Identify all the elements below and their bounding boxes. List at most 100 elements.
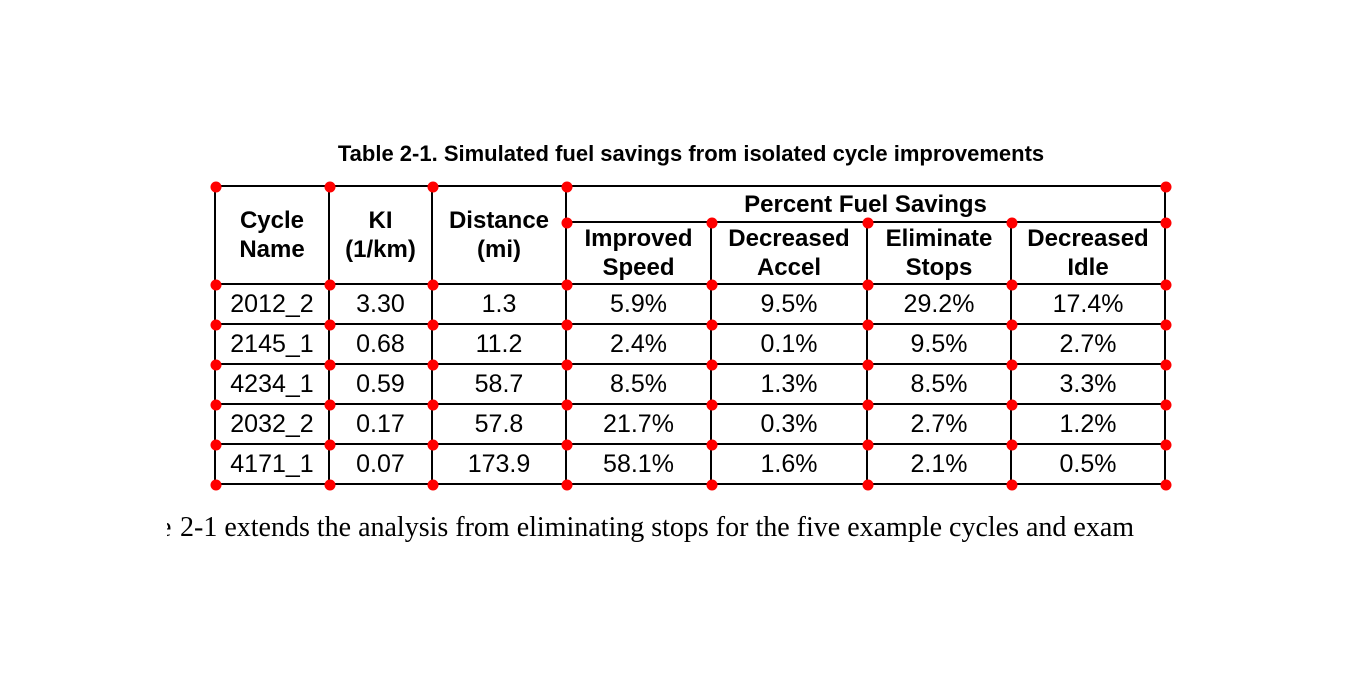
- corner-marker-dot: [210, 279, 222, 291]
- cell-ki: 0.07: [328, 443, 433, 485]
- corner-marker-dot: [862, 439, 874, 451]
- corner-marker-dot: [210, 479, 222, 491]
- corner-marker-dot: [1160, 359, 1172, 371]
- cell-improved-speed: 58.1%: [565, 443, 712, 485]
- fuel-savings-table: Cycle Name KI (1/km) Distance (mi) Perce…: [214, 185, 1167, 485]
- corner-marker-dot: [561, 399, 573, 411]
- corner-marker-dot: [210, 319, 222, 331]
- cell-improved-speed: 8.5%: [565, 363, 712, 405]
- table-row: 4234_1 0.59 58.7 8.5% 1.3% 8.5% 3.3%: [214, 363, 1167, 405]
- corner-marker-dot: [706, 359, 718, 371]
- cell-eliminate-stops: 8.5%: [866, 363, 1012, 405]
- corner-marker-dot: [706, 217, 718, 229]
- corner-marker-dot: [1006, 319, 1018, 331]
- corner-marker-dot: [324, 279, 336, 291]
- corner-marker-dot: [1006, 399, 1018, 411]
- corner-marker-dot: [561, 217, 573, 229]
- cell-decreased-accel: 1.3%: [710, 363, 868, 405]
- corner-marker-dot: [324, 399, 336, 411]
- corner-marker-dot: [706, 439, 718, 451]
- corner-marker-dot: [1006, 479, 1018, 491]
- corner-marker-dot: [324, 439, 336, 451]
- corner-marker-dot: [1006, 359, 1018, 371]
- cell-ki: 0.17: [328, 403, 433, 445]
- corner-marker-dot: [862, 399, 874, 411]
- header-decreased-accel: Decreased Accel: [710, 221, 868, 285]
- corner-marker-dot: [427, 439, 439, 451]
- corner-marker-dot: [427, 181, 439, 193]
- corner-marker-dot: [324, 479, 336, 491]
- corner-marker-dot: [561, 479, 573, 491]
- table-caption: Table 2-1. Simulated fuel savings from i…: [337, 141, 1045, 166]
- cell-decreased-idle: 2.7%: [1009, 323, 1167, 365]
- cell-ki: 0.68: [328, 323, 433, 365]
- corner-marker-dot: [324, 359, 336, 371]
- corner-marker-dot: [427, 399, 439, 411]
- cell-cycle-name: 4171_1: [214, 443, 330, 485]
- corner-marker-dot: [427, 479, 439, 491]
- cell-eliminate-stops: 2.1%: [866, 443, 1012, 485]
- header-ki: KI (1/km): [328, 185, 433, 285]
- header-decreased-idle: Decreased Idle: [1009, 221, 1167, 285]
- cell-improved-speed: 5.9%: [565, 283, 712, 325]
- cell-cycle-name: 2145_1: [214, 323, 330, 365]
- cell-distance: 173.9: [431, 443, 567, 485]
- corner-marker-dot: [427, 319, 439, 331]
- cell-cycle-name: 2012_2: [214, 283, 330, 325]
- corner-marker-dot: [1160, 217, 1172, 229]
- body-text: 2-1 extends the analysis from eliminatin…: [180, 512, 1135, 543]
- cell-improved-speed: 21.7%: [565, 403, 712, 445]
- cropped-letter-fragment: e: [167, 509, 173, 547]
- corner-marker-dot: [561, 439, 573, 451]
- cell-eliminate-stops: 9.5%: [866, 323, 1012, 365]
- body-paragraph: e2-1 extends the analysis from eliminati…: [167, 509, 1134, 547]
- corner-marker-dot: [561, 279, 573, 291]
- cell-ki: 3.30: [328, 283, 433, 325]
- table-row: 2012_2 3.30 1.3 5.9% 9.5% 29.2% 17.4%: [214, 283, 1167, 325]
- header-percent-fuel-savings: Percent Fuel Savings: [564, 185, 1167, 223]
- table-row: 4171_1 0.07 173.9 58.1% 1.6% 2.1% 0.5%: [214, 443, 1167, 485]
- corner-marker-dot: [1160, 279, 1172, 291]
- cell-decreased-idle: 17.4%: [1009, 283, 1167, 325]
- corner-marker-dot: [1160, 181, 1172, 193]
- corner-marker-dot: [210, 439, 222, 451]
- cell-distance: 1.3: [431, 283, 567, 325]
- cell-decreased-idle: 1.2%: [1009, 403, 1167, 445]
- header-improved-speed: Improved Speed: [565, 221, 712, 285]
- cell-cycle-name: 2032_2: [214, 403, 330, 445]
- cell-decreased-idle: 0.5%: [1009, 443, 1167, 485]
- corner-marker-dot: [862, 279, 874, 291]
- cell-distance: 57.8: [431, 403, 567, 445]
- cell-eliminate-stops: 2.7%: [866, 403, 1012, 445]
- table-row: 2145_1 0.68 11.2 2.4% 0.1% 9.5% 2.7%: [214, 323, 1167, 365]
- corner-marker-dot: [210, 399, 222, 411]
- corner-marker-dot: [1160, 479, 1172, 491]
- corner-marker-dot: [1006, 217, 1018, 229]
- corner-marker-dot: [210, 181, 222, 193]
- corner-marker-dot: [324, 319, 336, 331]
- cell-decreased-accel: 9.5%: [710, 283, 868, 325]
- corner-marker-dot: [561, 181, 573, 193]
- header-distance: Distance (mi): [431, 185, 567, 285]
- corner-marker-dot: [706, 399, 718, 411]
- corner-marker-dot: [862, 217, 874, 229]
- corner-marker-dot: [324, 181, 336, 193]
- corner-marker-dot: [862, 359, 874, 371]
- cell-decreased-accel: 1.6%: [710, 443, 868, 485]
- corner-marker-dot: [561, 359, 573, 371]
- corner-marker-dot: [1160, 399, 1172, 411]
- cell-decreased-accel: 0.3%: [710, 403, 868, 445]
- corner-marker-dot: [706, 479, 718, 491]
- corner-marker-dot: [1006, 439, 1018, 451]
- cell-ki: 0.59: [328, 363, 433, 405]
- corner-marker-dot: [862, 479, 874, 491]
- header-eliminate-stops: Eliminate Stops: [866, 221, 1012, 285]
- cell-decreased-idle: 3.3%: [1009, 363, 1167, 405]
- corner-marker-dot: [427, 359, 439, 371]
- cell-improved-speed: 2.4%: [565, 323, 712, 365]
- corner-marker-dot: [561, 319, 573, 331]
- corner-marker-dot: [210, 359, 222, 371]
- corner-marker-dot: [862, 319, 874, 331]
- corner-marker-dot: [427, 279, 439, 291]
